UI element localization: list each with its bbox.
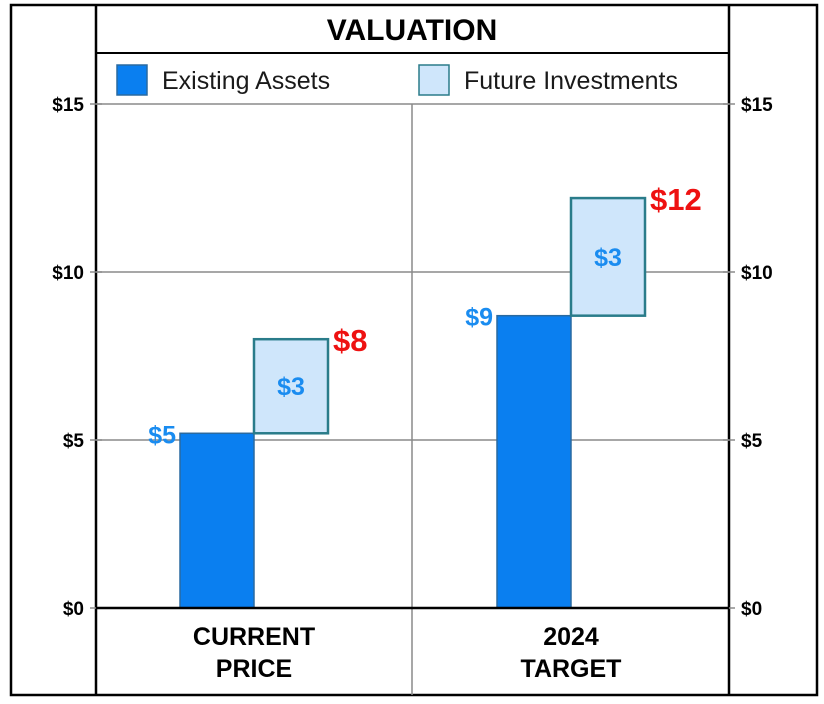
category-label-target-line1: 2024	[543, 623, 599, 651]
data-label-total: $12	[650, 182, 702, 217]
y-tick-label-left: $15	[52, 95, 84, 116]
y-tick-label-right: $5	[741, 431, 763, 452]
outer-frame	[9, 3, 819, 697]
y-tick-label-right: $15	[741, 95, 773, 116]
category-label-current-line1: CURRENT	[193, 623, 315, 651]
category-label-current-line2: PRICE	[216, 655, 292, 683]
data-label-existing-assets: $9	[465, 304, 493, 332]
legend-swatch-future-investments	[418, 64, 450, 96]
data-label-future-investments: $3	[277, 373, 305, 401]
bar-existing-assets	[496, 314, 572, 609]
data-label-existing-assets: $5	[148, 421, 176, 449]
bars: $5 $3 $8 $9 $3 $12	[148, 182, 702, 609]
legend-label-existing-assets: Existing Assets	[162, 67, 330, 95]
legend-swatch-existing-assets	[116, 64, 148, 96]
bar-existing-assets	[179, 432, 255, 609]
category-label-target-line2: TARGET	[521, 655, 622, 683]
y-tick-label-right: $10	[741, 263, 773, 284]
y-tick-label-right: $0	[741, 599, 762, 620]
y-tick-label-left: $0	[63, 599, 84, 620]
data-label-total: $8	[333, 323, 367, 358]
chart-title: VALUATION	[327, 14, 498, 47]
y-tick-label-left: $10	[52, 263, 84, 284]
legend-label-future-investments: Future Investments	[464, 67, 678, 95]
y-tick-label-left: $5	[63, 431, 85, 452]
bar-future-investments	[252, 337, 330, 435]
bar-future-investments	[569, 196, 647, 317]
data-label-future-investments: $3	[594, 244, 622, 272]
